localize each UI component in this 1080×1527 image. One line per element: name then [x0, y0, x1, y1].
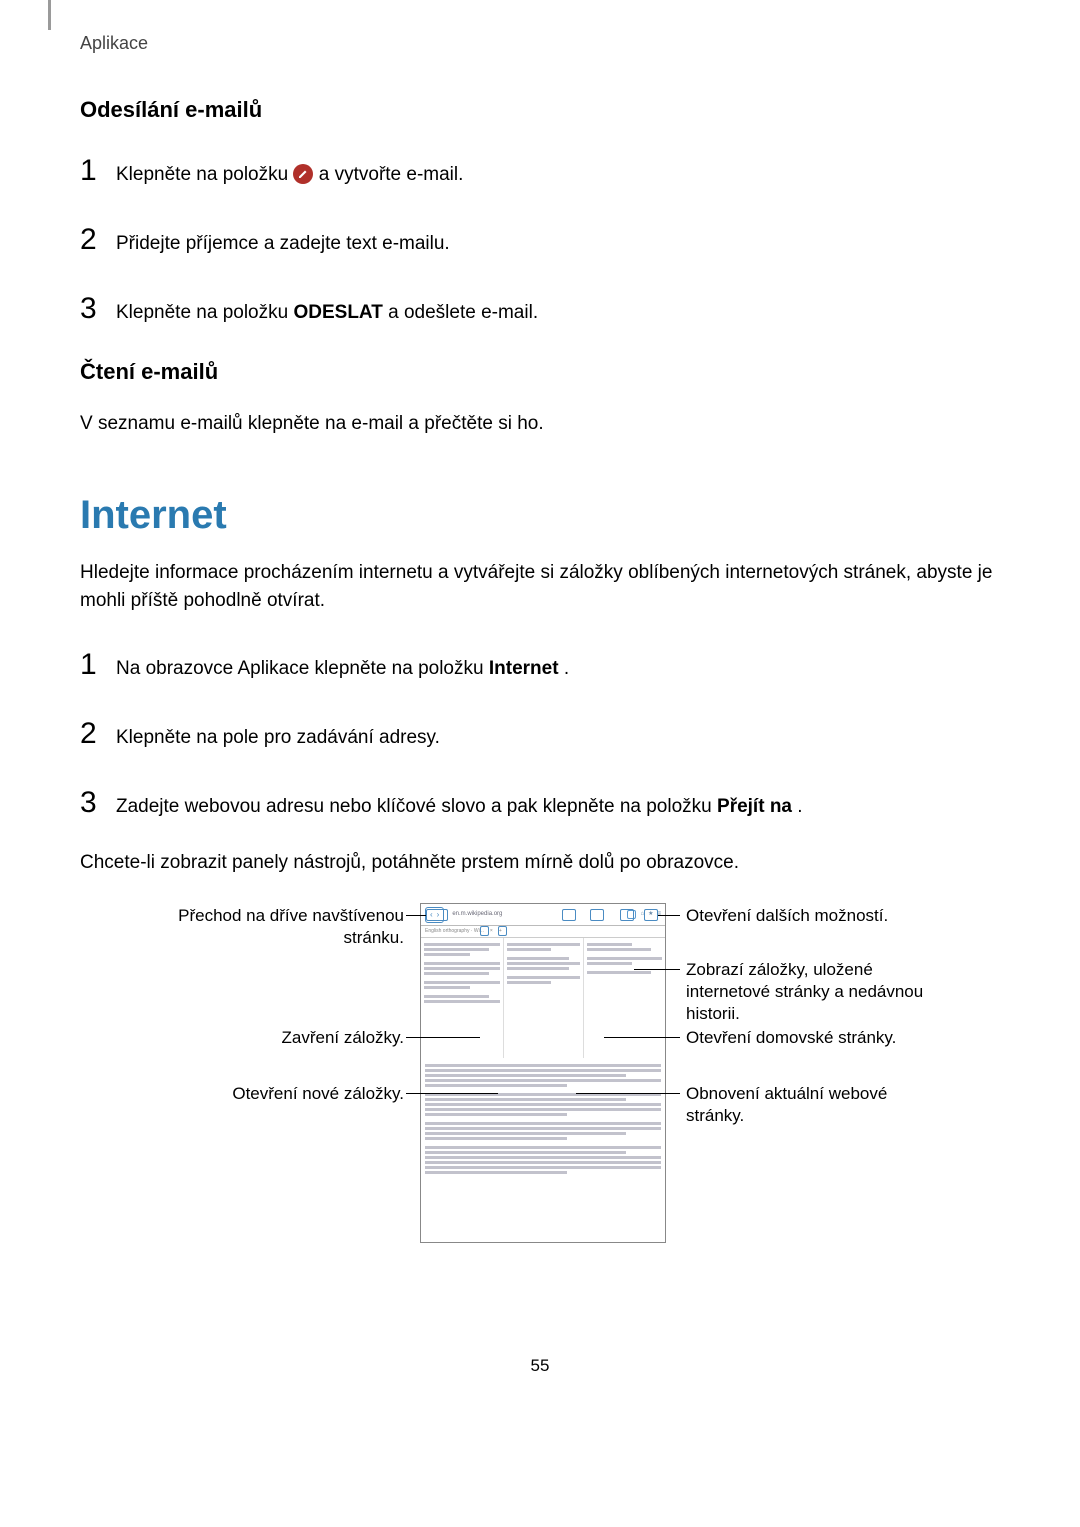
close-tab-icon[interactable]: × — [490, 928, 493, 936]
step-text-part: Klepněte na položku — [116, 302, 293, 323]
read-email-body: V seznamu e-mailů klepněte na e-mail a p… — [80, 410, 1000, 439]
callout-close-tab: Zavření záložky. — [152, 1027, 404, 1049]
internet-intro: Hledejte informace procházením internetu… — [80, 559, 1000, 616]
step-number: 1 — [80, 642, 116, 687]
callout-highlight-box — [590, 909, 604, 921]
tab-strip: English orthography · Wi... × + — [421, 926, 665, 938]
callout-highlight-box — [498, 926, 507, 936]
callout-highlight-box — [480, 926, 489, 936]
header-breadcrumb: Aplikace — [80, 30, 1000, 57]
step-number: 1 — [80, 148, 116, 193]
toolbars-hint: Chcete-li zobrazit panely nástrojů, potá… — [80, 849, 1000, 878]
callout-refresh: Obnovení aktuální webové stránky. — [686, 1083, 946, 1127]
internet-step-3: 3 Zadejte webovou adresu nebo klíčové sl… — [80, 780, 1000, 825]
email-step-1: 1 Klepněte na položku a vytvořte e-mail. — [80, 148, 1000, 193]
step-text-part: . — [797, 796, 802, 817]
step-text-part: a odešlete e-mail. — [388, 302, 538, 323]
step-text-bold: Internet — [489, 658, 559, 679]
callout-highlight-box — [562, 909, 576, 921]
callout-new-tab: Otevření nové záložky. — [152, 1083, 404, 1105]
email-step-3: 3 Klepněte na položku ODESLAT a odešlete… — [80, 286, 1000, 331]
step-number: 3 — [80, 286, 116, 331]
device-screenshot: ‹ › en.m.wikipedia.org ⌂ ★ ≡ English ort… — [420, 903, 666, 1243]
step-number: 2 — [80, 217, 116, 262]
step-text-bold: Přejít na — [717, 796, 792, 817]
section-heading-read-email: Čtení e-mailů — [80, 355, 1000, 388]
internet-step-1: 1 Na obrazovce Aplikace klepněte na polo… — [80, 642, 1000, 687]
callout-home: Otevření domovské stránky. — [686, 1027, 966, 1049]
callout-prev-page: Přechod na dříve navštívenou stránku. — [152, 905, 404, 949]
callout-more-opts: Otevření dalších možností. — [686, 905, 946, 927]
page-title-internet: Internet — [80, 485, 1000, 545]
callout-highlight-box — [620, 909, 634, 921]
page-number: 55 — [80, 1353, 1000, 1379]
internet-step-2: 2 Klepněte na pole pro zadávání adresy. — [80, 711, 1000, 756]
step-text-bold: ODESLAT — [293, 302, 382, 323]
step-text-part: Zadejte webovou adresu nebo klíčové slov… — [116, 796, 717, 817]
step-text-part: . — [564, 658, 569, 679]
step-text: Přidejte příjemce a zadejte text e-mailu… — [116, 228, 450, 259]
tab-label[interactable]: English orthography · Wi... — [425, 928, 484, 936]
section-heading-send-email: Odesílání e-mailů — [80, 93, 1000, 126]
callout-bookmarks: Zobrazí záložky, uložené internetové str… — [686, 959, 946, 1025]
compose-icon — [293, 164, 313, 184]
step-text-part: Klepněte na položku — [116, 164, 293, 185]
step-text-part: a vytvořte e-mail. — [319, 164, 464, 185]
step-number: 3 — [80, 780, 116, 825]
step-number: 2 — [80, 711, 116, 756]
callout-highlight-box — [426, 909, 448, 921]
step-text: Klepněte na pole pro zadávání adresy. — [116, 722, 440, 753]
callout-highlight-box — [644, 909, 658, 921]
step-text-part: Na obrazovce Aplikace klepněte na položk… — [116, 658, 489, 679]
email-step-2: 2 Přidejte příjemce a zadejte text e-mai… — [80, 217, 1000, 262]
browser-figure: ‹ › en.m.wikipedia.org ⌂ ★ ≡ English ort… — [80, 903, 1000, 1313]
